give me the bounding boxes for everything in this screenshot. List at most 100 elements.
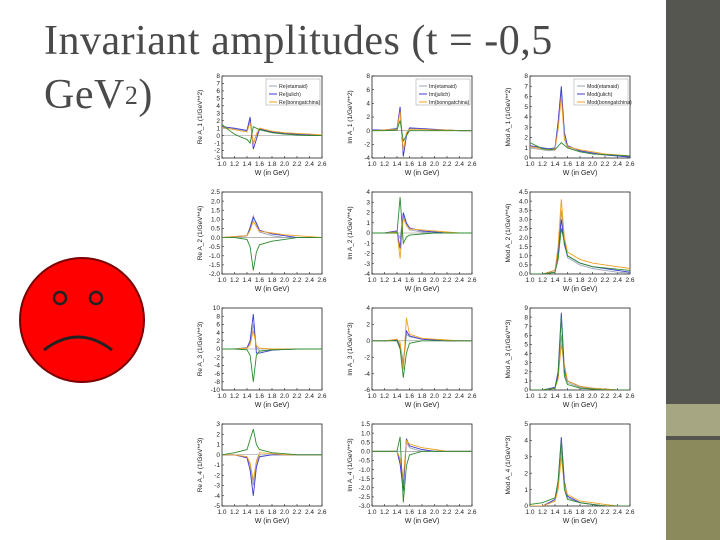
panel-frame: [221, 423, 323, 507]
series-line-4: [530, 317, 630, 390]
y-tick-label: 4: [524, 114, 528, 121]
legend-entry: Mod(julich): [587, 92, 613, 98]
x-tick-label: 1.0: [367, 277, 376, 284]
x-tick-label: 2.0: [430, 393, 439, 400]
y-tick-label: 2.0: [211, 198, 220, 205]
x-tick-label: 2.4: [305, 393, 314, 400]
series-line-3: [372, 317, 472, 370]
x-tick-label: 2.6: [467, 277, 476, 284]
y-tick-label: -2: [214, 472, 220, 479]
x-tick-label: 1.8: [417, 277, 426, 284]
x-tick-label: 1.8: [575, 161, 584, 168]
y-tick-label: 1: [216, 125, 220, 132]
y-tick-label: 0: [524, 155, 528, 162]
x-axis-label: W (in GeV): [563, 518, 598, 525]
y-tick-label: -2: [214, 354, 220, 361]
sad-face-icon: [19, 257, 145, 383]
y-tick-label: 5: [524, 342, 528, 349]
y-tick-label: -2: [364, 142, 370, 149]
x-tick-label: 2.4: [613, 161, 622, 168]
y-tick-label: 0.0: [211, 235, 220, 242]
y-tick-label: 7: [524, 323, 528, 330]
x-tick-label: 1.2: [538, 161, 547, 168]
x-tick-label: 1.4: [242, 393, 251, 400]
y-tick-label: 1.5: [519, 244, 528, 251]
x-tick-label: 2.0: [280, 277, 289, 284]
y-tick-label: 6: [524, 333, 528, 340]
x-tick-label: 2.0: [430, 509, 439, 516]
y-tick-label: 1: [524, 487, 528, 494]
x-tick-label: 1.0: [217, 393, 226, 400]
x-tick-label: 1.6: [405, 277, 414, 284]
x-tick-label: 2.2: [600, 161, 609, 168]
panel-frame: [371, 423, 473, 507]
y-tick-label: 2.5: [519, 226, 528, 233]
x-tick-label: 2.0: [588, 161, 597, 168]
y-tick-label: 4: [366, 101, 370, 108]
y-tick-label: 2: [524, 369, 528, 376]
x-tick-label: 2.4: [613, 393, 622, 400]
right-eye: [88, 290, 104, 306]
y-tick-label: 0.0: [519, 271, 528, 278]
x-tick-label: 2.2: [442, 161, 451, 168]
x-tick-label: 2.2: [292, 393, 301, 400]
y-tick-label: 3: [524, 360, 528, 367]
y-tick-label: 1: [366, 220, 370, 227]
y-tick-label: -4: [364, 271, 370, 278]
x-tick-label: 1.2: [380, 393, 389, 400]
series-line-4: [222, 348, 322, 382]
legend-entry: Mod(etamaid): [587, 84, 619, 90]
y-tick-label: 0: [524, 503, 528, 510]
x-axis-label: W (in GeV): [255, 518, 290, 525]
x-tick-label: 1.6: [405, 509, 414, 516]
y-tick-label: 2.0: [519, 235, 528, 242]
frown-mouth: [43, 335, 113, 352]
x-tick-label: 1.0: [217, 509, 226, 516]
y-axis-label: Mod A_4 (1/GeV**3): [505, 436, 512, 495]
y-tick-label: 2: [524, 470, 528, 477]
series-line-4: [222, 124, 322, 145]
x-tick-label: 1.6: [563, 393, 572, 400]
y-axis-label: Im A_1 (1/GeV**2): [347, 90, 354, 143]
x-tick-label: 1.8: [267, 161, 276, 168]
x-tick-label: 1.6: [255, 161, 264, 168]
y-tick-label: 2: [366, 322, 370, 329]
x-tick-label: 1.2: [230, 393, 239, 400]
y-axis-label: Im A_3 (1/GeV**3): [347, 322, 354, 375]
series-line-3: [222, 122, 322, 145]
x-tick-label: 1.4: [550, 509, 559, 516]
y-tick-label: 4: [216, 103, 220, 110]
y-axis-label: Im A_4 (1/GeV**3): [347, 438, 354, 491]
y-tick-label: 10: [213, 305, 221, 312]
series-line-3: [372, 217, 472, 259]
x-tick-label: 1.0: [525, 277, 534, 284]
y-tick-label: 4: [524, 351, 528, 358]
x-tick-label: 2.4: [305, 161, 314, 168]
y-tick-label: -2.0: [359, 485, 371, 492]
series-line-4: [530, 228, 630, 274]
y-axis-label: Im A_2 (1/GeV**4): [347, 206, 354, 259]
x-tick-label: 2.0: [588, 277, 597, 284]
y-tick-label: 2: [216, 431, 220, 438]
legend-entry: Mod(bonngatchina): [587, 100, 632, 106]
x-tick-label: 2.0: [280, 161, 289, 168]
x-tick-label: 2.6: [317, 277, 326, 284]
y-axis-label: Re A_1 (1/GeV**2): [197, 90, 204, 145]
y-tick-label: 4: [366, 189, 370, 196]
x-tick-label: 2.0: [280, 509, 289, 516]
series-line-3: [222, 220, 322, 239]
x-tick-label: 2.2: [600, 393, 609, 400]
panel-4: 1.0 1.2 1.4 1.6 1.8 2.0 2.2 2.4 2.6 4 3 2 1 0 -1 -2 -3 -4…: [347, 189, 477, 293]
legend-box: [265, 78, 321, 106]
y-tick-label: 6: [524, 94, 528, 101]
y-tick-label: -3: [214, 155, 220, 162]
series-line-3: [530, 96, 630, 157]
y-tick-label: -1.0: [359, 467, 371, 474]
x-tick-label: 2.6: [625, 509, 634, 516]
x-axis-label: W (in GeV): [563, 170, 598, 177]
legend-entry: Im(julich): [429, 92, 450, 98]
x-tick-label: 2.6: [467, 509, 476, 516]
y-tick-label: 1.0: [211, 217, 220, 224]
x-tick-label: 1.2: [230, 161, 239, 168]
